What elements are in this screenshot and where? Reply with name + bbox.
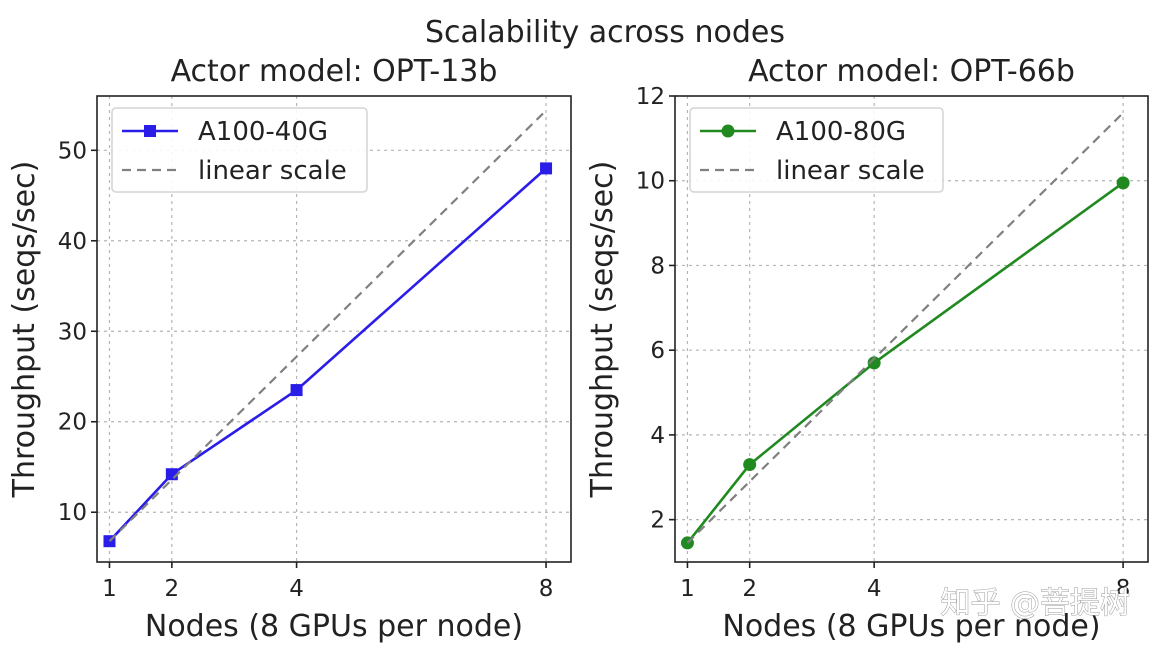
y-tick-label: 4 — [650, 423, 665, 449]
x-tick-label: 4 — [289, 576, 304, 602]
figure-suptitle: Scalability across nodes — [425, 15, 785, 50]
chart-title: Actor model: OPT-66b — [748, 54, 1075, 89]
y-axis-label: Throughput (seqs/sec) — [7, 161, 42, 499]
y-tick-label: 20 — [58, 410, 87, 436]
panel-opt-13b: 1 2 4 8 10 20 30 40 50 Actor model: OPT-13b Nodes … — [7, 54, 572, 644]
x-axis-label: Nodes (8 GPUs per node) — [145, 609, 523, 644]
series-line — [686, 181, 1124, 544]
y-tick-label: 10 — [636, 169, 665, 195]
data-point — [743, 458, 757, 472]
y-tick-label: 40 — [58, 229, 87, 255]
data-point — [290, 384, 303, 397]
legend-swatch-marker — [144, 125, 156, 137]
y-tick-label: 2 — [650, 508, 665, 534]
y-tick-label: 30 — [58, 319, 87, 345]
legend-label: linear scale — [198, 156, 347, 186]
x-tick-label: 8 — [1116, 576, 1131, 602]
watermark-text: 知乎 @菩提树 — [940, 586, 1130, 621]
axes-frame — [674, 95, 1149, 563]
chart-title: Actor model: OPT-13b — [171, 54, 498, 89]
y-tick-label: 6 — [650, 338, 665, 364]
x-tick-label: 1 — [680, 576, 695, 602]
series-a100-80g — [680, 176, 1130, 550]
series-linear-scale — [108, 109, 547, 542]
x-axis-label: Nodes (8 GPUs per node) — [722, 609, 1100, 644]
legend: A100-80G linear scale — [689, 107, 944, 193]
y-tick-label: 8 — [650, 253, 665, 279]
legend-label: A100-40G — [198, 117, 328, 147]
legend-swatch-marker — [721, 124, 735, 138]
series-line — [108, 167, 547, 543]
data-point — [867, 356, 881, 370]
legend: A100-40G linear scale — [111, 107, 368, 193]
legend-label: linear scale — [776, 156, 925, 186]
x-tick-label: 2 — [742, 576, 757, 602]
series-line — [686, 112, 1124, 544]
data-point — [540, 162, 553, 175]
series-line — [108, 109, 547, 542]
axes-frame — [96, 95, 572, 563]
y-axis-label: Throughput (seqs/sec) — [585, 161, 620, 499]
y-tick-label: 50 — [58, 138, 87, 164]
series-a100-40g — [103, 162, 553, 548]
y-tick-label: 12 — [636, 84, 665, 110]
data-point — [1116, 176, 1130, 190]
x-tick-label: 4 — [867, 576, 882, 602]
y-tick-label: 10 — [58, 500, 87, 526]
series-linear-scale — [686, 112, 1124, 544]
legend-label: A100-80G — [776, 117, 906, 147]
x-tick-label: 2 — [165, 576, 180, 602]
x-tick-label: 1 — [102, 576, 117, 602]
x-tick-label: 8 — [539, 576, 554, 602]
